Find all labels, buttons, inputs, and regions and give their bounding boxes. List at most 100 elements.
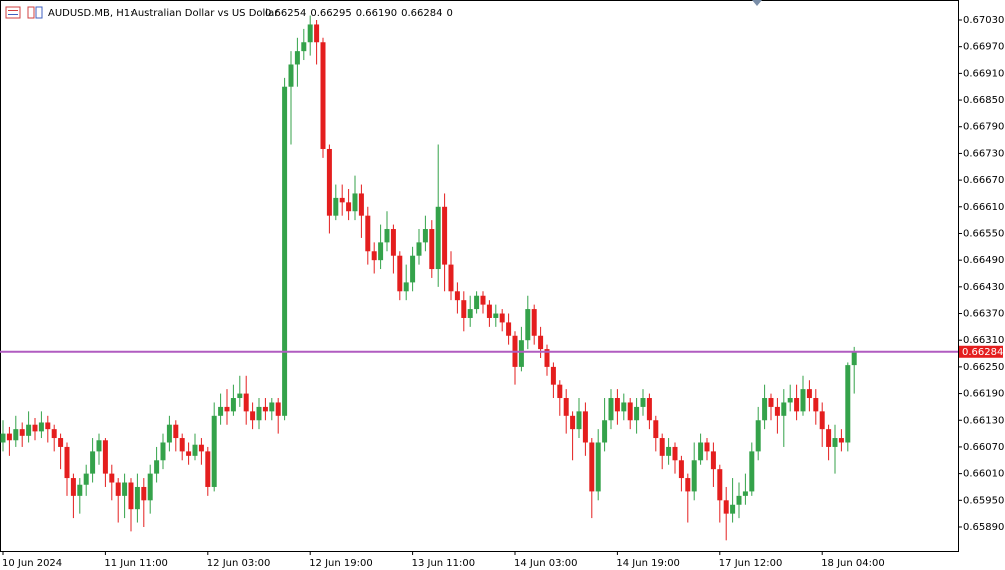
candle-body [704, 442, 710, 452]
candle-body [499, 313, 505, 323]
candle-body [262, 406, 268, 412]
symbol: AUDUSD.MB, H1: [48, 8, 134, 19]
candle-body [653, 420, 659, 439]
candle-body [371, 251, 377, 261]
y-tick-label: 0.66550 [963, 228, 1004, 239]
candle-body [845, 365, 851, 443]
y-tick-label: 0.66610 [963, 202, 1004, 213]
candle-body [128, 482, 134, 510]
candle-body [230, 398, 236, 412]
candle-body [0, 433, 6, 443]
candle-body [173, 424, 179, 439]
candle-body [326, 148, 332, 216]
shift-marker [752, 0, 762, 6]
candle-body [595, 442, 601, 492]
candle-body [339, 197, 345, 203]
y-tick-label: 0.66670 [963, 175, 1004, 186]
candle-body [749, 451, 755, 492]
candle-body [403, 282, 409, 292]
candle-body [320, 42, 326, 149]
candle-body [115, 482, 121, 496]
candle-body [435, 206, 441, 270]
icon-bar [35, 6, 43, 19]
candle-body [518, 340, 524, 367]
candle-body [614, 398, 620, 412]
candle-body [198, 444, 204, 452]
quote-value: 0.66254 [265, 8, 306, 19]
candle-body [19, 429, 25, 436]
candle-body [698, 442, 704, 461]
candle-body [467, 309, 473, 318]
icon-list [5, 6, 21, 19]
toolbar-icons [5, 6, 43, 19]
x-tick-label: 13 Jun 11:00 [412, 558, 476, 569]
candle-body [454, 291, 460, 301]
x-tick-label: 10 Jun 2024 [2, 558, 62, 569]
y-tick-label: 0.65950 [963, 495, 1004, 506]
candle-body [397, 255, 403, 292]
candle-body [480, 295, 486, 305]
y-tick-label: 0.65890 [963, 522, 1004, 533]
candle-body [589, 442, 595, 492]
price-tag [959, 345, 1003, 358]
candle-body [275, 402, 281, 416]
x-tick-label: 12 Jun 19:00 [309, 558, 373, 569]
candle-body [717, 469, 723, 501]
candle-body [813, 398, 819, 412]
candle-body [640, 398, 646, 407]
y-tick-label: 0.67030 [963, 15, 1004, 26]
candle-body [314, 24, 320, 43]
candle-body [531, 309, 537, 336]
candle-body [429, 229, 435, 270]
candle-body [602, 420, 608, 443]
candle-body [77, 484, 83, 496]
candle-body [141, 486, 147, 501]
candle-body [384, 229, 390, 243]
candle-body [819, 411, 825, 430]
candle-body [550, 366, 556, 385]
x-tick-label: 11 Jun 11:00 [104, 558, 168, 569]
candle-body [192, 444, 198, 456]
candle-body [250, 411, 256, 421]
candle-body [563, 398, 569, 416]
candle-body [179, 438, 185, 452]
quote-value: 0.66295 [310, 8, 351, 19]
candle-body [736, 495, 742, 505]
plot-frame [0, 0, 959, 552]
y-tick-label: 0.66070 [963, 442, 1004, 453]
candle-body [627, 402, 633, 421]
candle-body [672, 446, 678, 461]
quote-value: 0 [446, 8, 452, 19]
candle-body [166, 424, 172, 443]
candle-body [256, 406, 262, 421]
candle-body [666, 446, 672, 456]
candle-body [730, 504, 736, 514]
candle-body [525, 309, 531, 341]
candle-body [538, 335, 544, 350]
candle-body [787, 398, 793, 403]
candle-body [448, 264, 454, 292]
candle-body [474, 295, 480, 310]
candle-body [378, 242, 384, 261]
candle-body [410, 255, 416, 283]
candle-body [122, 482, 128, 496]
candle-body [755, 420, 761, 452]
candle-body [634, 406, 640, 421]
candle-body [442, 206, 448, 265]
candle-body [45, 422, 51, 430]
y-tick-label: 0.66430 [963, 282, 1004, 293]
x-tick-label: 14 Jun 19:00 [616, 558, 680, 569]
candle-body [582, 411, 588, 443]
candle-body [269, 402, 275, 412]
candle-body [288, 64, 294, 87]
candle-body [646, 398, 652, 421]
candle-body [102, 440, 108, 474]
candle-body [211, 415, 217, 487]
candle-body [774, 406, 780, 416]
y-tick-label: 0.66970 [963, 42, 1004, 53]
x-tick-label: 12 Jun 03:00 [207, 558, 271, 569]
candle-body [307, 24, 313, 43]
candle-body [794, 398, 800, 412]
y-tick-label: 0.66490 [963, 255, 1004, 266]
